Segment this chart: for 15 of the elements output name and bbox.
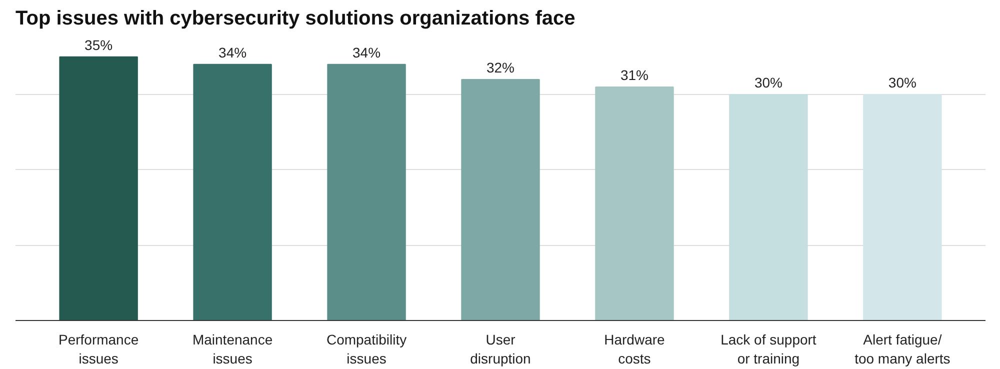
data-label: 30% — [754, 74, 782, 91]
chart-title: Top issues with cybersecurity solutions organizations face — [16, 8, 576, 30]
x-tick-label: Performance issues — [58, 332, 139, 367]
x-tick-label: Alert fatigue/ too many alerts — [854, 332, 950, 367]
data-label: 34% — [218, 44, 247, 60]
data-label: 31% — [620, 67, 648, 84]
data-label: 32% — [486, 60, 515, 76]
data-label: 35% — [84, 36, 113, 53]
x-tick-label: User disruption — [470, 332, 531, 367]
x-tick-label: Compatibility issues — [326, 332, 407, 367]
x-tick-label: Maintenance issues — [192, 332, 273, 367]
data-label: 30% — [888, 74, 916, 91]
data-label: 34% — [352, 44, 381, 60]
x-tick-label: Lack of support or training — [720, 332, 816, 367]
x-tick-label: Hardware costs — [604, 332, 666, 367]
